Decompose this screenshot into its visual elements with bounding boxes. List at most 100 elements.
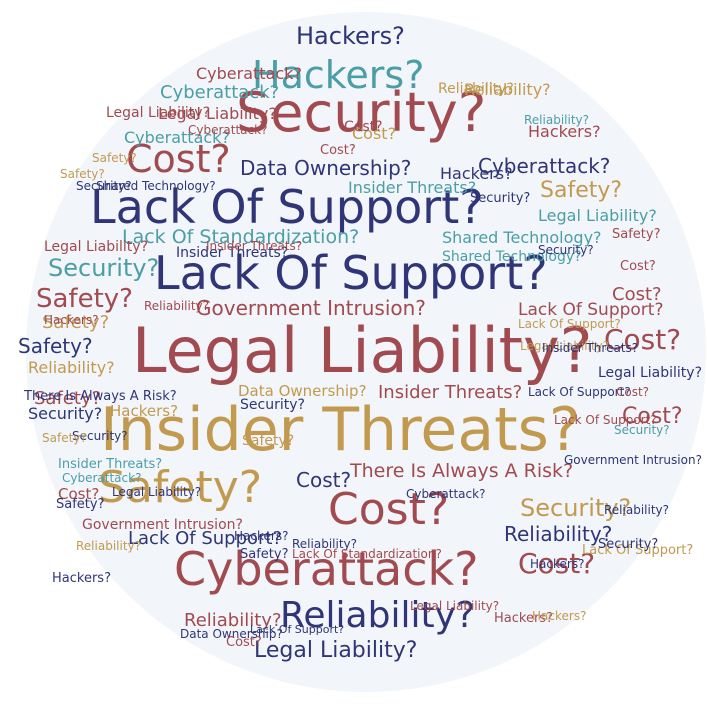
word-insider-threats: Insider Threats?	[206, 239, 303, 253]
word-security: Security?	[520, 494, 632, 522]
word-legal-liability: Legal Liability?	[44, 239, 149, 255]
word-data-ownership: Data Ownership?	[180, 627, 283, 641]
word-cost: Cost?	[296, 468, 352, 492]
word-cost: Cost?	[622, 404, 683, 429]
word-insider-threats: Insider Threats?	[542, 341, 639, 355]
word-cost: Cost?	[328, 484, 450, 535]
word-lack-of-support: Lack Of Support?	[128, 528, 283, 549]
word-there-is-always-a-risk: There Is Always A Risk?	[350, 460, 574, 482]
word-security: Security?	[28, 404, 103, 423]
word-cost: Cost?	[344, 119, 383, 135]
word-lack-of-standardization: Lack Of Standardization?	[292, 547, 442, 561]
word-cyberattack: Cyberattack?	[174, 542, 479, 596]
word-reliability: Reliability?	[524, 113, 589, 127]
word-insider-threats: Insider Threats?	[58, 457, 163, 472]
word-insider-threats: Insider Threats?	[378, 382, 523, 403]
word-cost: Cost?	[616, 385, 650, 399]
word-lack-of-support: Lack Of Support?	[554, 413, 657, 427]
word-legal-liability: Legal Liability?	[132, 314, 593, 387]
word-security: Security?	[76, 179, 132, 193]
word-shared-technology: Shared Technology?	[442, 249, 582, 265]
word-security: Security?	[72, 429, 128, 443]
word-safety: Safety?	[36, 284, 133, 314]
word-security: Security?	[240, 397, 305, 413]
word-lack-of-standardization: Lack Of Standardization?	[122, 226, 360, 248]
word-legal-liability: Legal Liability?	[158, 104, 277, 123]
word-cost: Cost?	[604, 323, 682, 356]
word-security: Security?	[598, 537, 659, 552]
word-lack-of-support: Lack Of Support?	[582, 543, 694, 558]
word-government-intrusion: Government Intrusion?	[196, 296, 426, 320]
word-reliability: Reliability?	[464, 80, 551, 99]
word-reliability: Reliability?	[28, 358, 115, 377]
word-government-intrusion: Government Intrusion?	[564, 453, 702, 467]
word-cost: Cost?	[352, 124, 397, 143]
word-reliability: Reliability?	[280, 595, 475, 636]
word-insider-threats: Insider Threats?	[176, 245, 289, 261]
word-insider-threats: Insider Threats?	[348, 178, 477, 197]
word-hackers: Hackers?	[494, 611, 553, 626]
word-lack-of-support: Lack Of Support?	[250, 623, 345, 636]
word-shared-technology: Shared Technology?	[442, 228, 602, 247]
word-security: Security?	[48, 254, 160, 282]
word-safety: Safety?	[42, 431, 87, 445]
word-lack-of-support: Lack Of Support?	[528, 385, 631, 399]
word-safety: Safety?	[242, 433, 295, 449]
word-cost: Cost?	[612, 284, 662, 305]
word-lack-of-support: Lack Of Support?	[90, 180, 484, 234]
word-reliability: Reliability?	[604, 503, 669, 517]
word-cost: Cost?	[320, 143, 356, 158]
word-security: Security?	[470, 191, 531, 206]
word-legal-liability: Legal Liability?	[538, 206, 657, 225]
word-hackers: Hackers?	[440, 164, 513, 183]
word-security: Security?	[538, 243, 594, 257]
word-safety: Safety?	[612, 227, 661, 242]
word-reliability: Reliability?	[438, 81, 514, 97]
word-security: Security?	[614, 423, 670, 437]
word-cost: Cost?	[226, 635, 262, 650]
word-legal-liability: Legal Liability?	[410, 599, 500, 613]
word-hackers: Hackers?	[532, 609, 587, 623]
word-hackers: Hackers?	[528, 122, 601, 141]
word-insider-threats: Insider Threats?	[100, 395, 581, 465]
word-legal-liability: Legal Liability?	[106, 105, 211, 121]
word-safety: Safety?	[18, 334, 93, 358]
word-reliability: Reliability?	[292, 537, 357, 551]
word-safety: Safety?	[92, 151, 137, 165]
word-cyberattack: Cyberattack?	[124, 128, 230, 147]
word-reliability: Reliability?	[144, 299, 209, 313]
word-security: Security?	[236, 81, 487, 144]
word-lack-of-support: Lack Of Support?	[154, 246, 548, 300]
word-cloud-disc	[26, 12, 706, 692]
word-reliability: Reliability?	[76, 539, 141, 553]
word-legal-liability: Legal Liability?	[520, 339, 610, 353]
word-safety: Safety?	[240, 547, 289, 562]
word-lack-of-support: Lack Of Support?	[518, 317, 621, 331]
word-shared-technology: Shared Technology?	[96, 179, 216, 193]
word-cyberattack: Cyberattack?	[406, 487, 486, 501]
word-safety: Safety?	[42, 312, 110, 333]
word-there-is-always-a-risk: There Is Always A Risk?	[24, 389, 177, 404]
word-cyberattack: Cyberattack?	[478, 154, 611, 178]
word-data-ownership: Data Ownership?	[240, 156, 412, 180]
word-hackers: Hackers?	[530, 557, 585, 571]
word-hackers: Hackers?	[296, 22, 405, 50]
word-hackers: Hackers?	[44, 313, 99, 327]
word-lack-of-support: Lack Of Support?	[518, 300, 664, 320]
word-safety: Safety?	[56, 497, 105, 512]
word-hackers: Hackers?	[52, 571, 111, 586]
word-safety: Safety?	[60, 167, 105, 181]
word-cyberattack: Cyberattack?	[62, 471, 142, 485]
word-safety: Safety?	[540, 178, 623, 203]
word-cost: Cost?	[58, 485, 100, 503]
word-legal-liability: Legal Liability?	[254, 638, 418, 663]
word-hackers: Hackers?	[110, 402, 179, 420]
word-data-ownership: Data Ownership?	[238, 382, 367, 400]
word-safety: Safety?	[34, 388, 102, 409]
word-cost: Cost?	[126, 137, 231, 181]
word-government-intrusion: Government Intrusion?	[82, 517, 243, 533]
word-hackers: Hackers?	[252, 53, 425, 97]
word-cyberattack: Cyberattack?	[188, 123, 268, 137]
word-legal-liability: Legal Liability?	[598, 365, 703, 381]
